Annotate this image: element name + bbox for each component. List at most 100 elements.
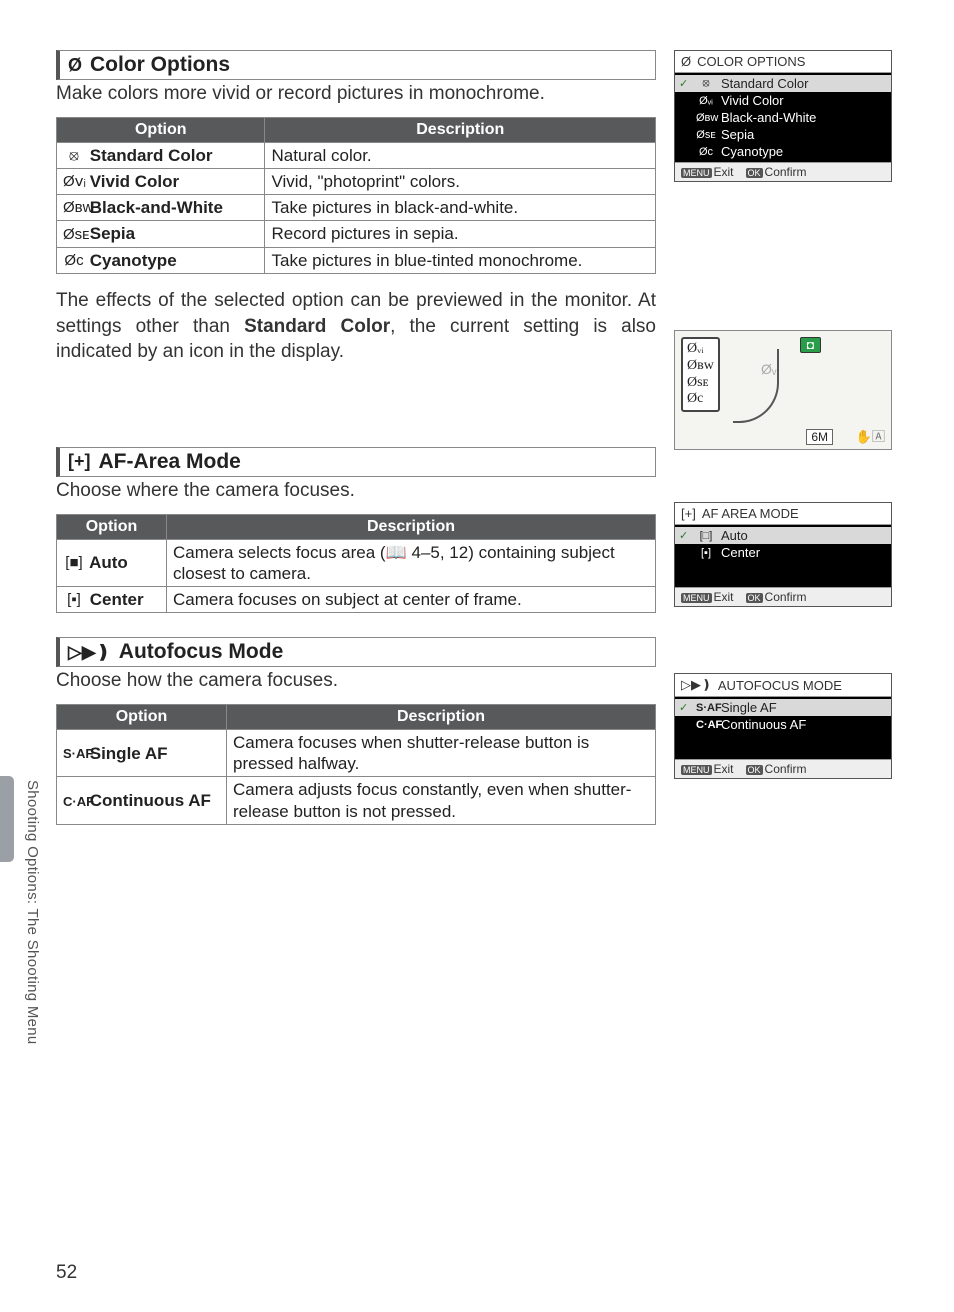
th-option: Option <box>57 514 167 539</box>
menu-exit[interactable]: MENUExit <box>681 165 734 179</box>
table-row: Øsᴇ Sepia Record pictures in sepia. <box>57 221 656 247</box>
color-options-header: Ø Color Options <box>56 50 656 80</box>
hand-icon: ✋🄰 <box>856 426 885 445</box>
desc-part: Camera selects focus area ( <box>173 543 386 562</box>
opt-label: Center <box>90 590 144 609</box>
menu-confirm[interactable]: OKConfirm <box>746 590 807 604</box>
af-area-camera-menu: [+] AF AREA MODE ✓ [□] Auto [▪]Center MENUE… <box>674 502 892 607</box>
desc-ref: 📖 4–5, 12 <box>386 543 469 562</box>
opt-label: Sepia <box>90 224 135 243</box>
opt-desc: Camera focuses when shutter-release butt… <box>227 729 656 777</box>
vivid-color-icon: Øᵥᵢ <box>696 95 716 107</box>
menu-item[interactable]: ✓⦻Standard Color <box>675 75 891 92</box>
autofocus-table: Option Description S·AF Single AF Camera… <box>56 704 656 825</box>
preview-icon: Øsᴇ <box>687 375 714 392</box>
menu-item[interactable]: ØʙᴡBlack-and-White <box>675 109 891 126</box>
cyanotype-icon: Øc <box>696 146 716 158</box>
single-af-icon: S·AF <box>696 702 716 714</box>
sepia-icon: Øsᴇ <box>696 129 716 141</box>
table-row: ⦻ Standard Color Natural color. <box>57 142 656 168</box>
table-row: [■] Auto Camera selects focus area (📖 4–… <box>57 539 656 587</box>
menu-tag: MENU <box>681 168 712 178</box>
opt-desc: Camera selects focus area (📖 4–5, 12) co… <box>167 539 656 587</box>
exit-label: Exit <box>714 590 734 604</box>
standard-color-icon: ⦻ <box>696 77 716 90</box>
menu-exit[interactable]: MENUExit <box>681 762 734 776</box>
opt-desc: Camera adjusts focus constantly, even wh… <box>227 777 656 825</box>
menu-item[interactable]: ✓ [□] Auto <box>675 527 891 544</box>
confirm-label: Confirm <box>765 762 807 776</box>
th-description: Description <box>167 514 656 539</box>
menu-item[interactable]: Øᵥᵢ Vivid Color <box>675 92 891 109</box>
menu-item[interactable]: ✓ S·AF Single AF <box>675 699 891 716</box>
confirm-label: Confirm <box>765 165 807 179</box>
opt-desc: Camera focuses on subject at center of f… <box>167 587 656 613</box>
check-icon: ✓ <box>679 701 691 714</box>
menu-confirm[interactable]: OKConfirm <box>746 762 807 776</box>
th-option: Option <box>57 704 227 729</box>
table-row: C·AF Continuous AF Camera adjusts focus … <box>57 777 656 825</box>
menu-item[interactable]: Øsᴇ Sepia <box>675 126 891 143</box>
menu-title: AF AREA MODE <box>702 506 799 521</box>
page-number: 52 <box>56 1262 77 1284</box>
single-af-icon: S·AF <box>63 746 85 762</box>
menu-item[interactable]: Øc Cyanotype <box>675 143 891 160</box>
af-area-title: AF-Area Mode <box>99 450 241 474</box>
image-size-badge: 6M <box>806 429 833 445</box>
opt-desc: Take pictures in black-and-white. <box>265 195 656 221</box>
check-icon: ✓ <box>679 529 691 542</box>
bw-icon: Øʙᴡ <box>696 112 716 124</box>
ok-tag: OK <box>746 593 763 603</box>
menu-item-label: Single AF <box>721 700 777 715</box>
menu-exit[interactable]: MENUExit <box>681 590 734 604</box>
menu-tag: MENU <box>681 593 712 603</box>
th-description: Description <box>227 704 656 729</box>
opt-label: Cyanotype <box>90 251 177 270</box>
auto-area-icon: [■] <box>63 554 85 573</box>
menu-item[interactable]: [▪]Center <box>675 544 891 561</box>
center-area-icon: [▪] <box>63 591 85 610</box>
opt-desc: Take pictures in blue-tinted monochrome. <box>265 247 656 273</box>
menu-item-label: Vivid Color <box>721 93 784 108</box>
menu-item-label: Sepia <box>721 127 754 142</box>
table-row: Ø𝗏ᵢ Vivid Color Vivid, "photoprint" colo… <box>57 168 656 194</box>
menu-item-label: Auto <box>721 528 748 543</box>
table-row: Øʙᴡ Black-and-White Take pictures in bla… <box>57 195 656 221</box>
autofocus-subtitle: Choose how the camera focuses. <box>56 669 656 694</box>
palette-icon: Ø <box>681 54 691 69</box>
preview-icon: Øc <box>687 391 714 408</box>
menu-confirm[interactable]: OKConfirm <box>746 165 807 179</box>
ok-tag: OK <box>746 765 763 775</box>
bw-icon: Øʙᴡ <box>63 199 85 218</box>
para-bold: Standard Color <box>244 316 390 337</box>
autofocus-camera-menu: ▷▶❫AUTOFOCUS MODE ✓S·AFSingle AF C·AFCon… <box>674 673 892 779</box>
af-area-subtitle: Choose where the camera focuses. <box>56 479 656 504</box>
side-tab <box>0 776 14 862</box>
color-preview: Øᵥᵢ Øʙᴡ Øsᴇ Øc ◘ Øᵥᵢ 6M ✋🄰 <box>674 330 892 450</box>
th-option: Option <box>57 117 265 142</box>
color-options-camera-menu: ØCOLOR OPTIONS ✓⦻Standard Color ØᵥᵢVivid… <box>674 50 892 182</box>
color-options-subtitle: Make colors more vivid or record picture… <box>56 82 656 107</box>
auto-area-icon: [□] <box>696 530 716 542</box>
color-options-paragraph: The effects of the selected option can b… <box>56 288 656 365</box>
menu-item-label: Continuous AF <box>721 717 806 732</box>
confirm-label: Confirm <box>765 590 807 604</box>
table-row: S·AF Single AF Camera focuses when shutt… <box>57 729 656 777</box>
opt-desc: Record pictures in sepia. <box>265 221 656 247</box>
side-label: Shooting Options: The Shooting Menu <box>24 780 41 1045</box>
menu-item[interactable]: C·AF Continuous AF <box>675 716 891 733</box>
af-area-icon: [+] <box>681 506 696 521</box>
palette-icon: Ø <box>68 55 82 76</box>
standard-color-icon: ⦻ <box>63 147 85 166</box>
autofocus-icon: ▷▶❫ <box>681 677 712 693</box>
continuous-af-icon: C·AF <box>696 719 716 731</box>
menu-item-label: Standard Color <box>721 76 808 91</box>
menu-item-label: Cyanotype <box>721 144 783 159</box>
opt-label: Continuous AF <box>90 791 211 810</box>
table-row: [▪] Center Camera focuses on subject at … <box>57 587 656 613</box>
af-area-header: [+] AF-Area Mode <box>56 447 656 477</box>
opt-label: Auto <box>89 553 128 572</box>
cyanotype-icon: Øc <box>63 252 85 271</box>
opt-label: Standard Color <box>90 146 213 165</box>
opt-desc: Vivid, "photoprint" colors. <box>265 168 656 194</box>
